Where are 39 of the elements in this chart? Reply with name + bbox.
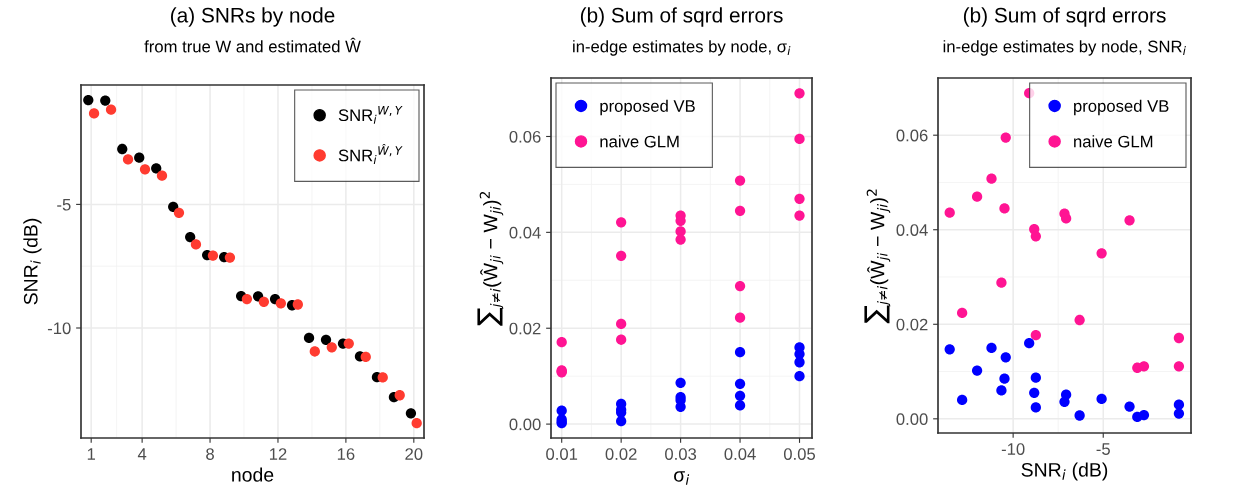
x-tick-label: 8 <box>206 448 214 460</box>
chart-subtitle: from true W and estimated Ŵ <box>144 37 361 53</box>
x-tick-label: -10 <box>1001 443 1025 455</box>
x-tick-label: 0.03 <box>665 448 697 460</box>
x-tick-label: 16 <box>337 448 355 460</box>
y-tick-label: 0.04 <box>896 224 928 236</box>
x-tick-label: 0.05 <box>783 448 816 460</box>
y-tick-label: 0.00 <box>509 418 541 431</box>
y-axis-title: ∑$_{j≠i}$(Ŵ$_{ji}$ − W$_{ji}$)$^{2}$ <box>477 191 504 326</box>
chart-title: (a) SNRs by node <box>171 7 335 27</box>
x-tick-label: -5 <box>1096 443 1110 455</box>
y-tick-label: 0.02 <box>896 318 928 331</box>
x-tick-label: 20 <box>405 448 423 460</box>
x-tick-label: 4 <box>137 448 147 460</box>
chart-subtitle: in-edge estimates by node, σ$_{i}$ <box>573 40 791 56</box>
legend-label: proposed VB <box>600 99 695 116</box>
y-tick-label: 0.06 <box>509 130 541 143</box>
y-axis-title: ∑$_{j≠i}$(Ŵ$_{ji}$ − W$_{ji}$)$^{2}$ <box>864 189 891 324</box>
y-tick-label: 0.06 <box>896 129 928 142</box>
x-tick-label: 1 <box>87 448 96 460</box>
x-tick-label: 0.04 <box>724 448 756 460</box>
y-tick-label: 0.00 <box>896 413 928 426</box>
legend-label: proposed VB <box>1074 99 1169 116</box>
x-tick-label: 12 <box>269 448 287 460</box>
y-tick-label: 0.02 <box>509 322 541 335</box>
y-axis-title: SNR$_{i}$ (dB) <box>23 218 42 305</box>
legend-label: naive GLM <box>600 135 679 148</box>
legend-label: SNR$_{i}$$^{W,Y}$ <box>338 106 403 124</box>
chart-subtitle: in-edge estimates by node, SNR$_{i}$ <box>943 40 1186 56</box>
x-axis-title: node <box>232 467 274 482</box>
x-axis-title: SNR$_{i}$ (dB) <box>1021 462 1108 481</box>
chart-title: (b) Sum of sqrd errors <box>580 7 783 27</box>
y-tick-label: 0.04 <box>509 226 541 239</box>
chart-title: (b) Sum of sqrd errors <box>963 7 1166 27</box>
x-tick-label: 0.01 <box>546 448 578 460</box>
legend-label: naive GLM <box>1074 135 1153 148</box>
x-axis-title: σ$_{i}$ <box>674 471 690 485</box>
x-tick-label: 0.02 <box>605 448 637 460</box>
legend-label: SNR$_{i}$$^{Ŵ,Y}$ <box>338 143 403 164</box>
